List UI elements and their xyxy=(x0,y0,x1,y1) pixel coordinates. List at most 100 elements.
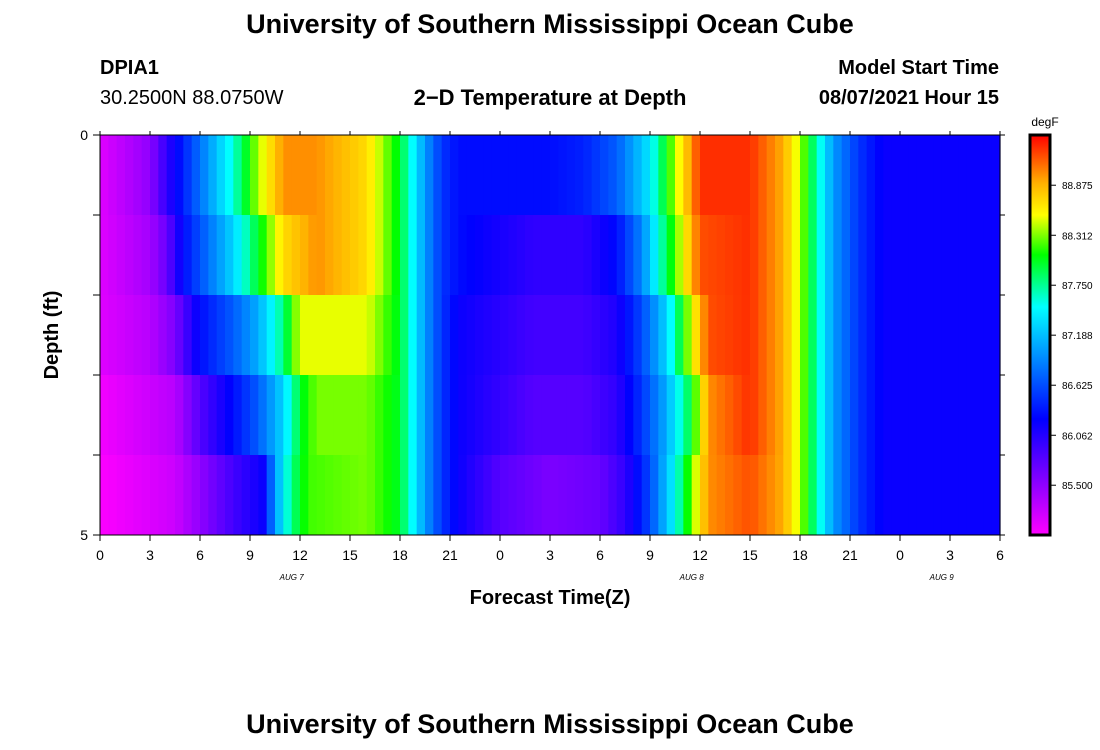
heatmap-cell xyxy=(716,375,726,455)
heatmap-cell xyxy=(800,455,809,535)
heatmap-cell xyxy=(508,215,518,295)
x-tick-label: 21 xyxy=(442,547,458,563)
heatmap-cell xyxy=(675,295,684,375)
heatmap-cell xyxy=(641,295,651,375)
heatmap-cell xyxy=(991,375,1001,455)
heatmap-cell xyxy=(233,375,243,455)
heatmap-cell xyxy=(533,135,543,215)
heatmap-cell xyxy=(483,135,493,215)
heatmap-cell xyxy=(808,455,818,535)
heatmap-cell xyxy=(450,295,459,375)
heatmap-cell xyxy=(725,455,734,535)
heatmap-cell xyxy=(758,135,768,215)
chart-title-bottom: University of Southern Mississippi Ocean… xyxy=(246,709,854,739)
heatmap-cell xyxy=(783,295,793,375)
heatmap-cell xyxy=(400,295,409,375)
heatmap-cell xyxy=(441,295,451,375)
heatmap-cell xyxy=(766,215,776,295)
heatmap-cell xyxy=(200,135,209,215)
heatmap-cell xyxy=(966,375,976,455)
heatmap-cell xyxy=(275,295,284,375)
heatmap-cell xyxy=(175,215,184,295)
heatmap-cell xyxy=(416,375,426,455)
heatmap-cell xyxy=(383,375,393,455)
heatmap-cell xyxy=(358,215,368,295)
heatmap-cell xyxy=(208,215,218,295)
heatmap-cell xyxy=(833,295,843,375)
heatmap-cell xyxy=(758,375,768,455)
heatmap-cell xyxy=(458,135,468,215)
heatmap-cell xyxy=(350,135,359,215)
heatmap-cell xyxy=(450,455,459,535)
heatmap-cell xyxy=(166,215,176,295)
heatmap-cell xyxy=(666,215,676,295)
heatmap-cell xyxy=(108,295,118,375)
x-tick-label: 12 xyxy=(292,547,308,563)
heatmap-cell xyxy=(425,375,434,455)
heatmap-cell xyxy=(583,455,593,535)
heatmap-cell xyxy=(625,135,634,215)
heatmap-cell xyxy=(633,375,643,455)
x-tick-label: 9 xyxy=(246,547,254,563)
heatmap-cell xyxy=(933,295,943,375)
heatmap-cell xyxy=(258,295,268,375)
heatmap-cell xyxy=(175,295,184,375)
heatmap-cell xyxy=(308,135,318,215)
heatmap-cell xyxy=(941,375,951,455)
heatmap-cell xyxy=(600,295,609,375)
heatmap-cell xyxy=(958,215,968,295)
heatmap-cell xyxy=(433,455,443,535)
heatmap-cell xyxy=(458,455,468,535)
heatmap-cell xyxy=(700,455,709,535)
heatmap-cell xyxy=(416,135,426,215)
heatmap-cell xyxy=(366,375,376,455)
heatmap-cell xyxy=(875,215,884,295)
heatmap-cell xyxy=(208,135,218,215)
heatmap-cell xyxy=(908,135,918,215)
heatmap-cell xyxy=(291,215,301,295)
heatmap-cell xyxy=(841,135,851,215)
heatmap-cell xyxy=(758,215,768,295)
x-axis-label: Forecast Time(Z) xyxy=(470,587,631,609)
heatmap-cell xyxy=(675,455,684,535)
heatmap-cell xyxy=(300,135,309,215)
heatmap-cell xyxy=(283,455,293,535)
heatmap-cell xyxy=(658,135,668,215)
heatmap-cell xyxy=(500,295,509,375)
heatmap-cell xyxy=(625,295,634,375)
model-start-time: 08/07/2021 Hour 15 xyxy=(818,87,999,109)
heatmap-cell xyxy=(558,215,568,295)
heatmap-cell xyxy=(808,375,818,455)
heatmap-cell xyxy=(150,455,159,535)
heatmap-cell xyxy=(691,375,701,455)
heatmap-cell xyxy=(625,455,634,535)
heatmap-cell xyxy=(550,135,559,215)
heatmap-cell xyxy=(525,295,534,375)
heatmap-cell xyxy=(558,375,568,455)
heatmap-cell xyxy=(358,295,368,375)
heatmap-cell xyxy=(783,375,793,455)
colorbar-tick-label: 88.875 xyxy=(1062,181,1093,192)
heatmap-cell xyxy=(100,375,109,455)
heatmap-cell xyxy=(200,295,209,375)
heatmap-cell xyxy=(516,215,526,295)
heatmap-cell xyxy=(716,135,726,215)
y-axis-label: Depth (ft) xyxy=(41,291,63,380)
heatmap-cell xyxy=(491,135,501,215)
heatmap-cell xyxy=(458,375,468,455)
heatmap-cell xyxy=(575,455,584,535)
heatmap-cell xyxy=(983,295,993,375)
heatmap-cell xyxy=(300,295,309,375)
heatmap-cell xyxy=(641,375,651,455)
heatmap-cell xyxy=(816,455,826,535)
heatmap-cell xyxy=(641,455,651,535)
heatmap-cell xyxy=(950,375,959,455)
colorbar-tick-label: 87.750 xyxy=(1062,281,1093,292)
heatmap-cell xyxy=(191,375,201,455)
heatmap-cell xyxy=(550,215,559,295)
heatmap-cell xyxy=(875,375,884,455)
heatmap-cell xyxy=(608,375,618,455)
heatmap-cell xyxy=(891,135,901,215)
heatmap-cell xyxy=(383,215,393,295)
heatmap-cell xyxy=(833,135,843,215)
